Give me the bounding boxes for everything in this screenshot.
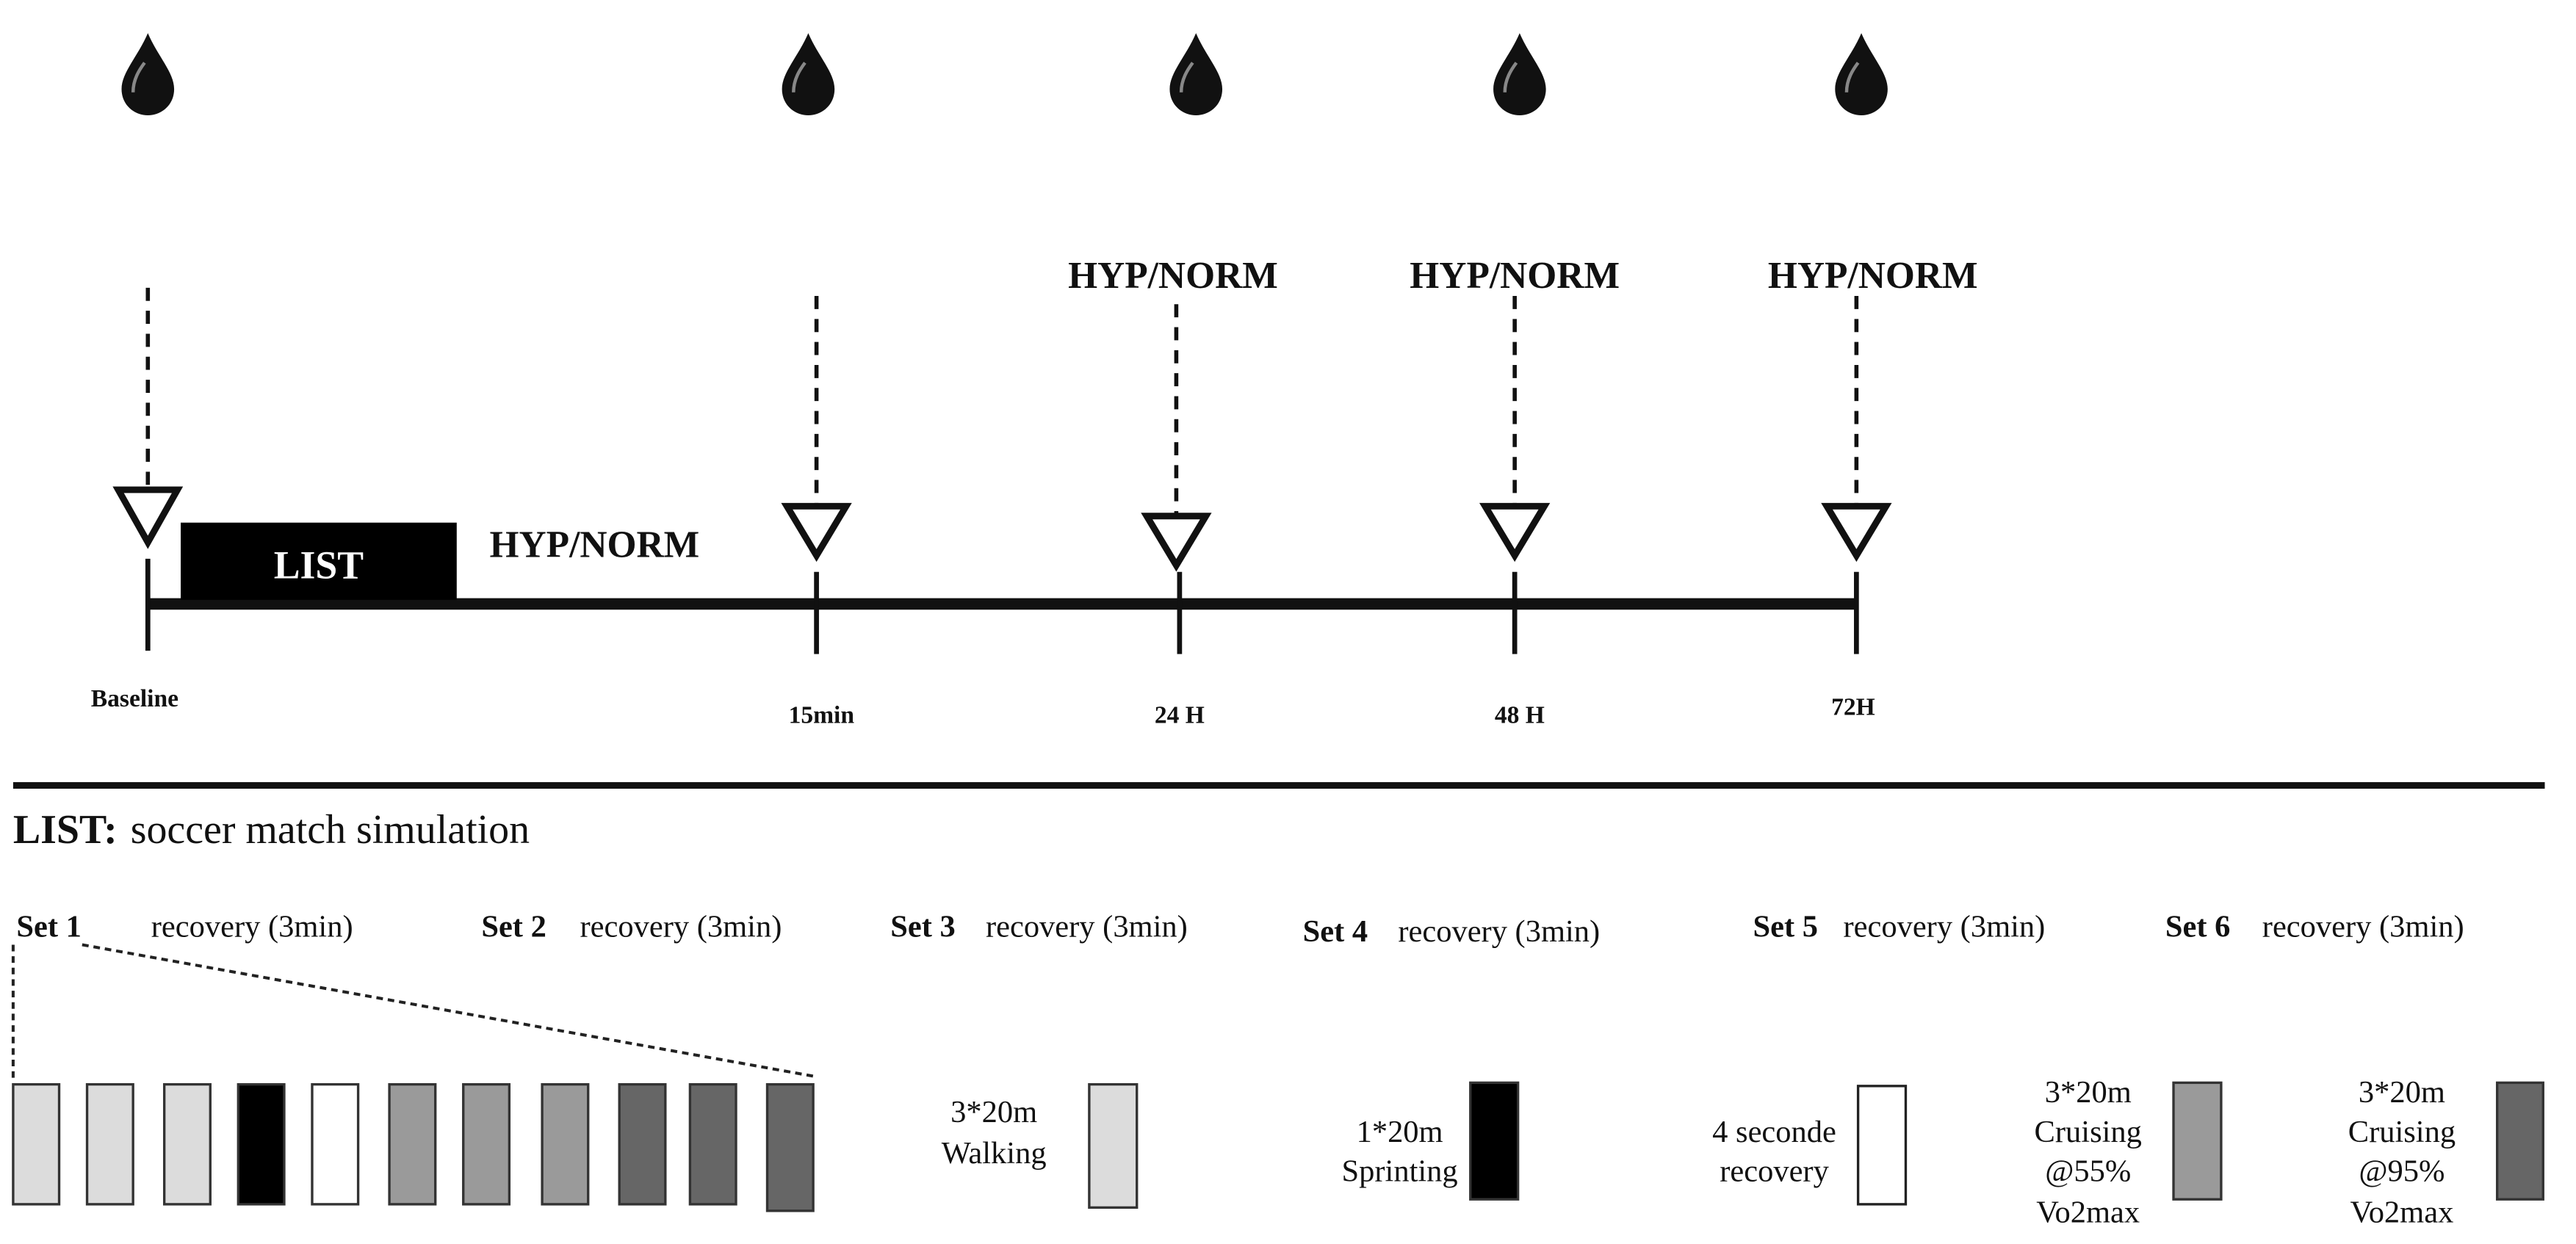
legend-text: @55% — [2045, 1154, 2131, 1189]
list-title-bold: LIST: — [13, 807, 118, 853]
legend-swatch — [1856, 1085, 1908, 1206]
recovery-label: recovery (3min) — [2262, 909, 2464, 944]
list-title-rest: soccer match simulation — [131, 807, 530, 853]
section-divider — [12, 782, 2545, 789]
set1-block-cruising55 — [541, 1082, 590, 1206]
list-box-label: LIST — [274, 543, 364, 587]
blood-drop-icon — [1169, 33, 1223, 116]
legend-swatch — [1088, 1082, 1139, 1209]
set1-block-cruising95 — [765, 1082, 815, 1212]
condition-label-24h: HYP/NORM — [1068, 255, 1278, 297]
triangle-marker-icon — [1479, 502, 1551, 563]
set1-block-cruising55 — [388, 1082, 437, 1206]
set1-block-cruising95 — [618, 1082, 667, 1206]
set1-block-cruising95 — [688, 1082, 737, 1206]
legend-text: 3*20m — [950, 1095, 1037, 1129]
blood-drop-icon — [1835, 33, 1888, 116]
legend-text: Sprinting — [1342, 1154, 1458, 1189]
legend-text: 1*20m — [1357, 1115, 1443, 1149]
set-labels: Set 1 recovery (3min) Set 2 recovery (3m… — [16, 909, 2464, 949]
legend-text: Walking — [942, 1136, 1047, 1171]
legend-cruising-95: 3*20m Cruising @95% Vo2max — [2348, 1075, 2544, 1229]
timepoint-label-72h: 72H — [1831, 693, 1875, 720]
blood-drop-icon — [1493, 33, 1546, 116]
condition-label-48h: HYP/NORM — [1410, 255, 1620, 297]
set1-block-sprinting — [237, 1082, 286, 1206]
blood-drops — [121, 33, 1888, 116]
legend-text: 3*20m — [2359, 1075, 2445, 1110]
recovery-label: recovery (3min) — [580, 909, 782, 944]
sampling-markers — [112, 486, 1892, 572]
set1-block-cruising55 — [462, 1082, 511, 1206]
list-exercise-box — [181, 522, 457, 600]
set1-block-walking — [85, 1082, 134, 1206]
legend-swatch — [2495, 1081, 2544, 1201]
triangle-marker-icon — [781, 502, 852, 563]
set-label: Set 3 — [890, 909, 956, 944]
blood-drop-icon — [121, 33, 175, 116]
legend-cruising-55: 3*20m Cruising @55% Vo2max — [2035, 1075, 2223, 1229]
condition-label-72h: HYP/NORM — [1768, 255, 1978, 297]
set1-block-walking — [162, 1082, 212, 1206]
set1-block-walking — [12, 1082, 61, 1206]
list-section-title: LIST: soccer match simulation — [13, 807, 530, 853]
legend-text: @95% — [2359, 1154, 2445, 1189]
condition-label: HYP/NORM — [490, 524, 700, 566]
legend-text: Vo2max — [2350, 1195, 2453, 1229]
set-label: Set 2 — [481, 909, 546, 944]
blood-drop-icon — [782, 33, 835, 116]
legend-walking: 3*20m Walking — [942, 1082, 1139, 1209]
sampling-dashed-lines — [145, 287, 1859, 515]
set-label: Set 4 — [1303, 914, 1368, 949]
timepoint-label-baseline: Baseline — [91, 685, 178, 712]
legend-text: Vo2max — [2036, 1195, 2140, 1229]
recovery-label: recovery (3min) — [151, 909, 353, 944]
set1-expansion-lines — [11, 943, 814, 1082]
triangle-marker-icon — [1141, 513, 1212, 572]
triangle-marker-icon — [1821, 502, 1892, 563]
legend-text: Cruising — [2035, 1115, 2142, 1149]
recovery-label: recovery (3min) — [986, 909, 1188, 944]
timeline-axis — [148, 598, 1857, 610]
legend-text: recovery — [1720, 1154, 1829, 1189]
set1-blocks — [12, 1082, 815, 1212]
activity-legend: 3*20m Walking 1*20m Sprinting 4 seconde … — [942, 1075, 2544, 1229]
legend-swatch — [1469, 1081, 1520, 1201]
legend-sprinting: 1*20m Sprinting — [1342, 1081, 1520, 1201]
legend-text: 3*20m — [2045, 1075, 2132, 1110]
triangle-marker-icon — [112, 486, 184, 549]
timepoint-label-15min: 15min — [789, 702, 855, 729]
recovery-label: recovery (3min) — [1843, 909, 2045, 944]
timepoint-label-24h: 24 H — [1155, 702, 1205, 729]
recovery-label: recovery (3min) — [1398, 914, 1600, 949]
timepoint-label-48h: 48 H — [1495, 702, 1545, 729]
set1-block-recovery — [311, 1082, 360, 1206]
timeline-ticks — [145, 558, 1859, 654]
set-label: Set 1 — [16, 909, 82, 944]
legend-text: Cruising — [2348, 1115, 2456, 1149]
legend-text: 4 seconde — [1712, 1115, 1836, 1149]
legend-swatch — [2172, 1081, 2223, 1201]
set-label: Set 6 — [2165, 909, 2231, 944]
set-label: Set 5 — [1753, 909, 1818, 944]
legend-recovery: 4 seconde recovery — [1712, 1085, 1908, 1206]
